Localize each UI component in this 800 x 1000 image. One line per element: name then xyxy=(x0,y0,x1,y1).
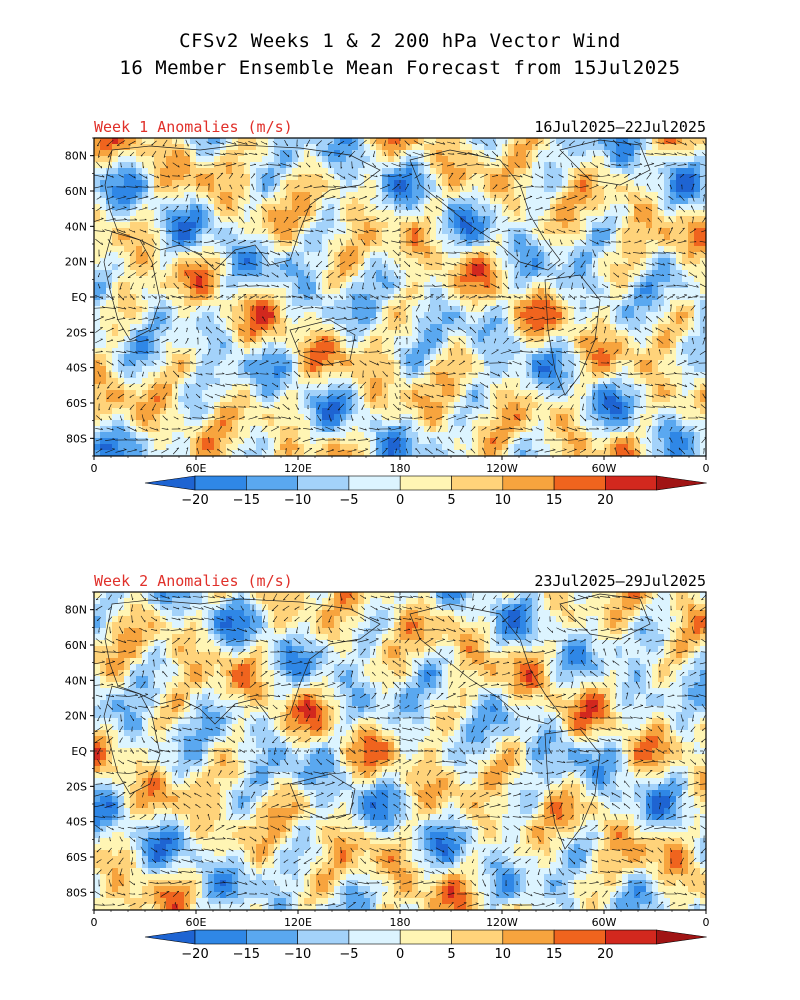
colorbar-swatch xyxy=(605,929,658,945)
colorbar-swatch xyxy=(194,475,247,491)
lon-tick-label: 60W xyxy=(592,462,617,475)
lat-tick-label: 60N xyxy=(65,185,87,198)
lon-tick-label: 0 xyxy=(703,462,710,475)
colorbar-min-arrow xyxy=(144,929,196,945)
panel2-label: Week 2 Anomalies (m/s) xyxy=(94,572,293,590)
lon-tick-label: 0 xyxy=(91,916,98,929)
lat-tick-label: 80N xyxy=(65,150,87,163)
lat-tick-label: 20N xyxy=(65,710,87,723)
lon-tick-label: 120E xyxy=(284,916,312,929)
colorbar-label: −5 xyxy=(339,947,358,962)
lat-tick-label: 40N xyxy=(65,674,87,687)
colorbar-swatch xyxy=(348,929,401,945)
panel-week2-map: 80N 60N 40N 20N EQ 20S 40S 60S 80S 0 60E 120E 180 120… xyxy=(65,591,710,929)
panel-week1-map: 80N 60N 40N 20N EQ 20S 40S 60S 80S 0 60E 120E 180 120… xyxy=(65,137,710,475)
colorbar-label: 15 xyxy=(546,947,563,962)
colorbar-swatch xyxy=(605,475,658,491)
figure-title-line1: CFSv2 Weeks 1 & 2 200 hPa Vector Wind xyxy=(179,30,621,52)
lat-tick-label: 40N xyxy=(65,220,87,233)
lon-tick-label: 180 xyxy=(390,462,411,475)
colorbar-swatch xyxy=(553,929,606,945)
lat-tick-label: 20N xyxy=(65,256,87,269)
lat-tick-label: 60S xyxy=(66,397,87,410)
panel1-dates: 16Jul2025—22Jul2025 xyxy=(534,118,706,136)
lat-tick-label: 40S xyxy=(66,816,87,829)
colorbar-label: −20 xyxy=(181,947,208,962)
colorbar-label: 5 xyxy=(447,947,455,962)
lat-tick-label: 40S xyxy=(66,362,87,375)
colorbar-label: −15 xyxy=(233,493,260,508)
colorbar-label: 0 xyxy=(396,493,404,508)
colorbar-swatch xyxy=(451,929,504,945)
colorbar-label: −10 xyxy=(284,493,311,508)
lat-tick-label: 80S xyxy=(66,432,87,445)
lon-tick-label: 60E xyxy=(186,462,207,475)
lat-tick-label: 20S xyxy=(66,326,87,339)
colorbar-label: 20 xyxy=(597,947,614,962)
colorbar-week1: −20 −15 −10 −5 0 5 10 15 20 xyxy=(144,475,707,508)
colorbar-label: −10 xyxy=(284,947,311,962)
lat-tick-label: 60S xyxy=(66,851,87,864)
coastline-outlines xyxy=(103,593,651,850)
colorbar-swatch xyxy=(502,475,555,491)
colorbar-swatch xyxy=(194,929,247,945)
lat-tick-label: 20S xyxy=(66,780,87,793)
colorbar-swatch xyxy=(246,929,298,945)
lat-tick-label: EQ xyxy=(71,745,87,758)
colorbar-swatch xyxy=(553,475,606,491)
colorbar-label: 10 xyxy=(495,947,512,962)
wind-vectors xyxy=(94,139,706,455)
colorbar-swatch xyxy=(348,475,401,491)
lon-tick-label: 0 xyxy=(91,462,98,475)
colorbar-label: 5 xyxy=(447,493,455,508)
lon-tick-label: 0 xyxy=(703,916,710,929)
colorbar-label: 20 xyxy=(597,493,614,508)
colorbar-swatch xyxy=(451,475,504,491)
lon-tick-label: 60W xyxy=(592,916,617,929)
lat-tick-label: 80N xyxy=(65,604,87,617)
lat-tick-label: 80S xyxy=(66,886,87,899)
colorbar-swatch xyxy=(297,929,350,945)
colorbar-label: 10 xyxy=(495,493,512,508)
colorbar-swatch xyxy=(297,475,350,491)
lon-tick-label: 120E xyxy=(284,462,312,475)
figure-title-line2: 16 Member Ensemble Mean Forecast from 15… xyxy=(119,57,681,79)
lat-tick-label: 60N xyxy=(65,639,87,652)
wind-vectors xyxy=(94,593,706,909)
colorbar-label: −5 xyxy=(339,493,358,508)
anomaly-shading xyxy=(94,592,706,910)
colorbar-swatch xyxy=(246,475,298,491)
lon-tick-label: 180 xyxy=(390,916,411,929)
colorbar-swatch xyxy=(399,475,452,491)
lon-tick-label: 120W xyxy=(486,462,518,475)
lon-tick-label: 120W xyxy=(486,916,518,929)
colorbar-swatch xyxy=(399,929,452,945)
colorbar-swatch xyxy=(502,929,555,945)
lon-tick-label: 60E xyxy=(186,916,207,929)
colorbar-label: −20 xyxy=(181,493,208,508)
colorbar-max-arrow xyxy=(656,929,707,945)
colorbar-label: 15 xyxy=(546,493,563,508)
colorbar-label: 0 xyxy=(396,947,404,962)
colorbar-max-arrow xyxy=(656,475,707,491)
coastline-outlines xyxy=(103,139,651,396)
colorbar-week2: −20 −15 −10 −5 0 5 10 15 20 xyxy=(144,929,707,962)
colorbar-label: −15 xyxy=(233,947,260,962)
lat-tick-label: EQ xyxy=(71,291,87,304)
panel2-dates: 23Jul2025—29Jul2025 xyxy=(534,572,706,590)
panel1-label: Week 1 Anomalies (m/s) xyxy=(94,118,293,136)
colorbar-min-arrow xyxy=(144,475,196,491)
